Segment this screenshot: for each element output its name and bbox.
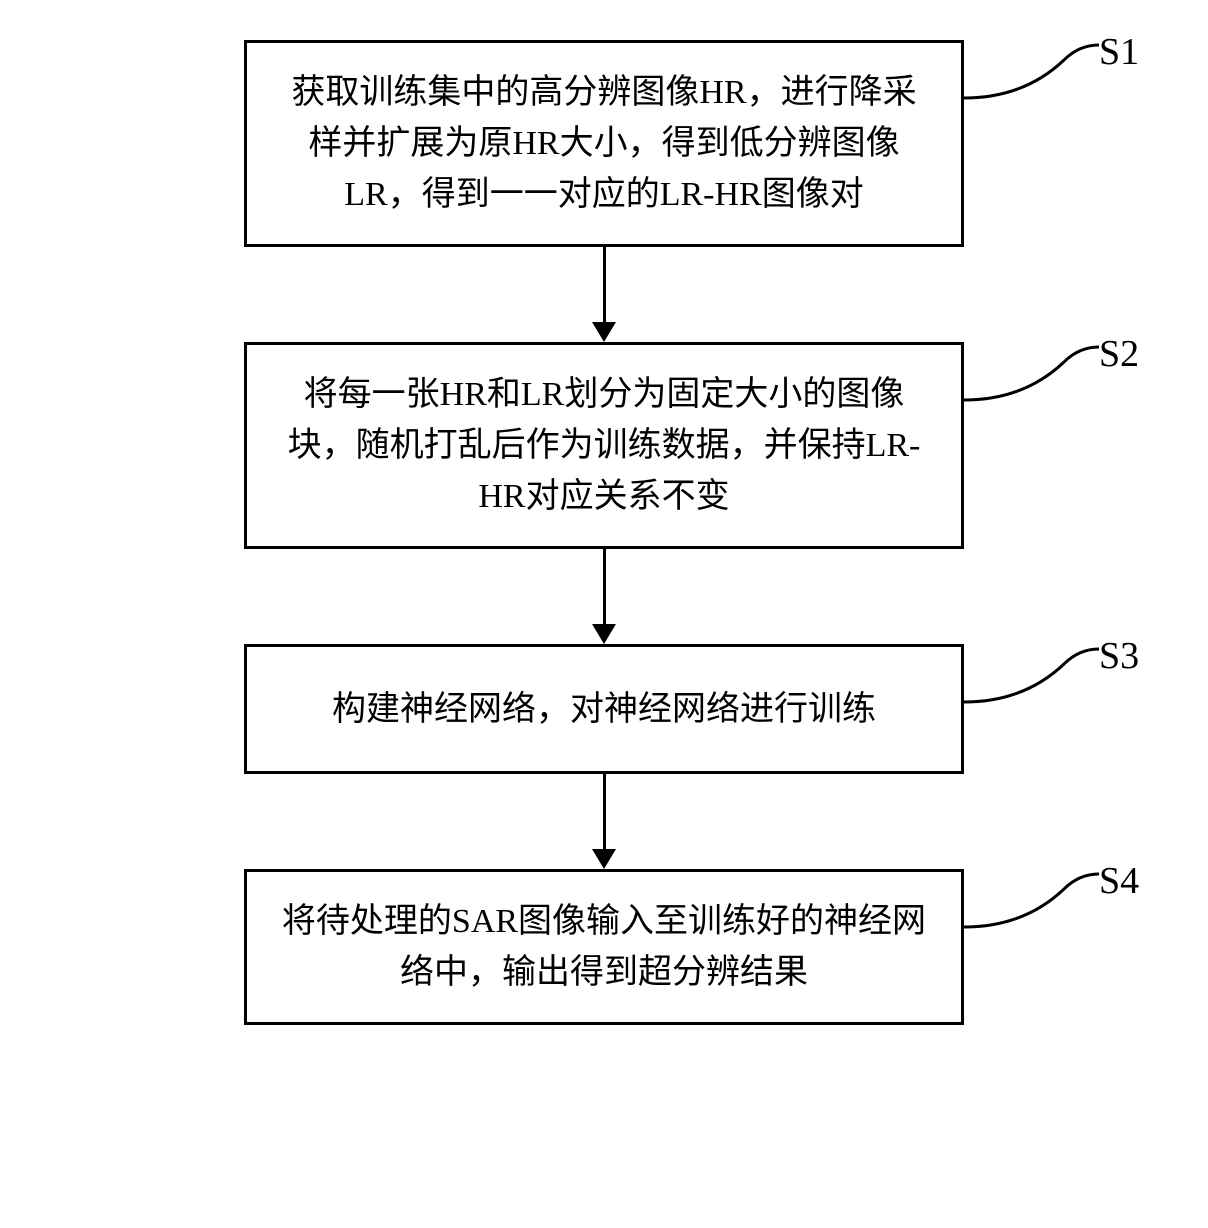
step-container-s1: 获取训练集中的高分辨图像HR，进行降采样并扩展为原HR大小，得到低分辨图像LR，… bbox=[20, 40, 1188, 247]
step-box-s2: 将每一张HR和LR划分为固定大小的图像块，随机打乱后作为训练数据，并保持LR-H… bbox=[244, 342, 964, 549]
step-label-s1: S1 bbox=[1099, 30, 1139, 74]
arrow-head-icon bbox=[592, 849, 616, 869]
connector-curve-icon bbox=[964, 342, 1104, 402]
arrow-wrapper-3 bbox=[20, 774, 1188, 869]
step-text-s2: 将每一张HR和LR划分为固定大小的图像块，随机打乱后作为训练数据，并保持LR-H… bbox=[277, 369, 931, 522]
step-label-s3: S3 bbox=[1099, 634, 1139, 678]
step-label-s2: S2 bbox=[1099, 332, 1139, 376]
step-container-s3: 构建神经网络，对神经网络进行训练 S3 bbox=[20, 644, 1188, 774]
arrow-down-icon bbox=[592, 774, 616, 869]
arrow-wrapper-1 bbox=[20, 247, 1188, 342]
step-text-s3: 构建神经网络，对神经网络进行训练 bbox=[332, 684, 876, 735]
label-wrapper-s4: S4 bbox=[964, 869, 1139, 929]
step-container-s4: 将待处理的SAR图像输入至训练好的神经网络中，输出得到超分辨结果 S4 bbox=[20, 869, 1188, 1025]
step-box-s4: 将待处理的SAR图像输入至训练好的神经网络中，输出得到超分辨结果 bbox=[244, 869, 964, 1025]
arrow-line bbox=[603, 549, 606, 624]
arrow-line bbox=[603, 774, 606, 849]
connector-curve-icon bbox=[964, 644, 1104, 704]
step-text-s1: 获取训练集中的高分辨图像HR，进行降采样并扩展为原HR大小，得到低分辨图像LR，… bbox=[277, 67, 931, 220]
step-container-s2: 将每一张HR和LR划分为固定大小的图像块，随机打乱后作为训练数据，并保持LR-H… bbox=[20, 342, 1188, 549]
connector-curve-icon bbox=[964, 869, 1104, 929]
label-wrapper-s2: S2 bbox=[964, 342, 1139, 402]
flowchart-container: 获取训练集中的高分辨图像HR，进行降采样并扩展为原HR大小，得到低分辨图像LR，… bbox=[20, 40, 1188, 1025]
arrow-down-icon bbox=[592, 549, 616, 644]
step-label-s4: S4 bbox=[1099, 859, 1139, 903]
label-wrapper-s1: S1 bbox=[964, 40, 1139, 100]
label-wrapper-s3: S3 bbox=[964, 644, 1139, 704]
arrow-line bbox=[603, 247, 606, 322]
arrow-wrapper-2 bbox=[20, 549, 1188, 644]
step-text-s4: 将待处理的SAR图像输入至训练好的神经网络中，输出得到超分辨结果 bbox=[277, 896, 931, 998]
step-box-s1: 获取训练集中的高分辨图像HR，进行降采样并扩展为原HR大小，得到低分辨图像LR，… bbox=[244, 40, 964, 247]
arrow-head-icon bbox=[592, 322, 616, 342]
step-box-s3: 构建神经网络，对神经网络进行训练 bbox=[244, 644, 964, 774]
arrow-head-icon bbox=[592, 624, 616, 644]
arrow-down-icon bbox=[592, 247, 616, 342]
connector-curve-icon bbox=[964, 40, 1104, 100]
